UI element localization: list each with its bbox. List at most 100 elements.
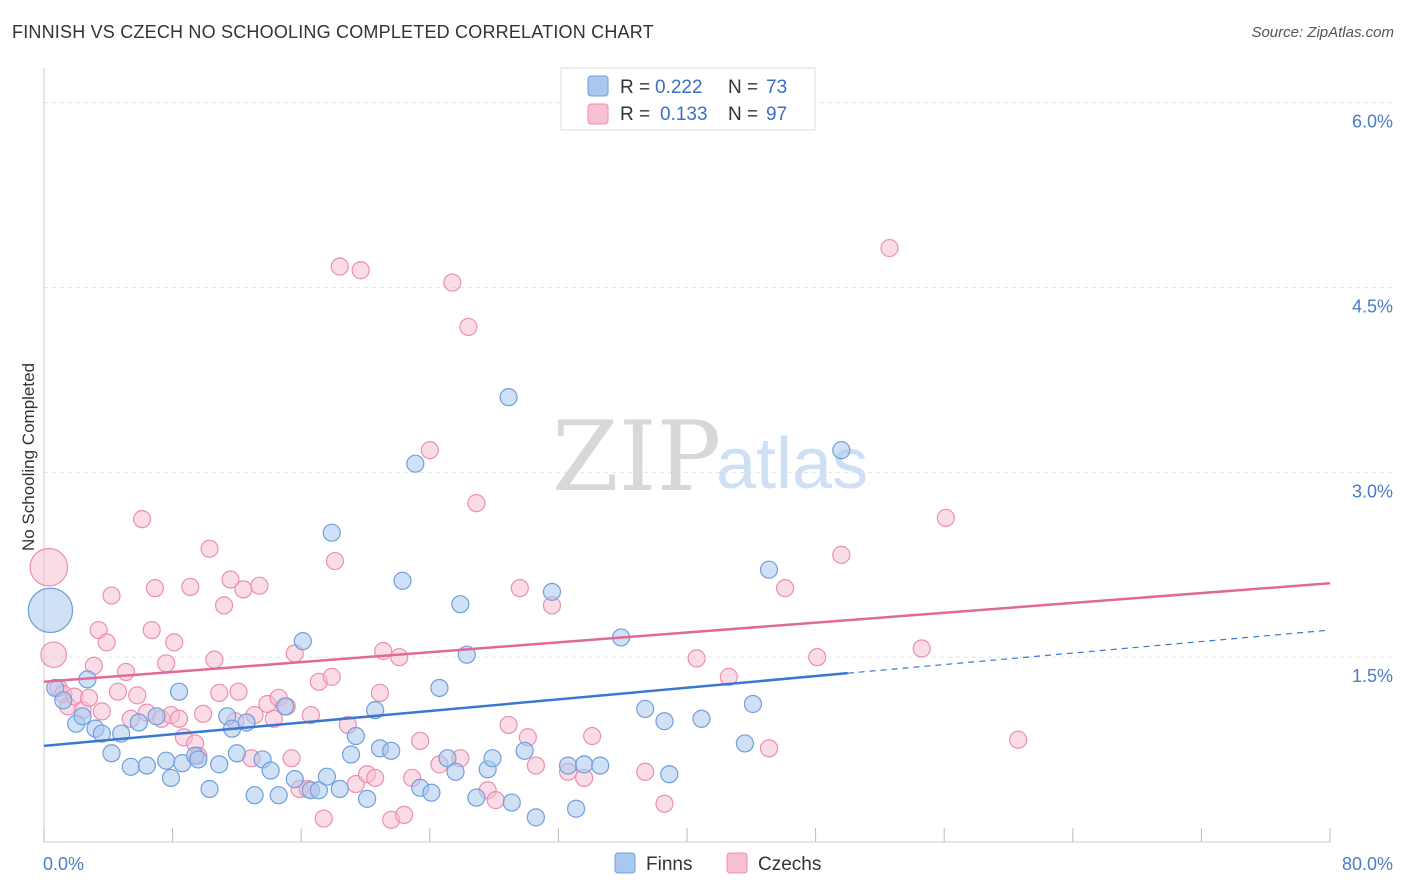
finns-point [137, 756, 156, 775]
finns-point [317, 767, 337, 786]
y-axis-label: No Schooling Completed [19, 363, 38, 551]
finns-point [102, 744, 121, 763]
czechs-point [194, 704, 213, 723]
czechs-point [583, 726, 602, 746]
finns-point [467, 788, 486, 807]
finns-point [422, 783, 441, 802]
czechs-point [97, 633, 116, 652]
czechs-point [351, 261, 370, 280]
czechs-point [912, 639, 931, 658]
finns-trend-line [43, 671, 848, 748]
czechs-point [40, 641, 67, 669]
finns-point [692, 709, 711, 728]
czechs-point [210, 683, 229, 702]
finns-point [189, 750, 208, 769]
czechs-point [128, 686, 147, 705]
czechs-point [264, 709, 283, 728]
finns-point [169, 682, 189, 701]
finns-point [309, 781, 328, 800]
finns-point [502, 793, 521, 812]
legend-bottom-finns-label: Finns [646, 854, 692, 875]
finns-point [261, 761, 280, 780]
czechs-points [29, 238, 1028, 829]
gridlines [44, 102, 1392, 658]
czechs-point [142, 620, 161, 640]
finns-point [483, 749, 502, 768]
finns-point [341, 745, 361, 764]
czechs-point [420, 441, 439, 460]
czechs-point [325, 551, 345, 571]
finns-point [655, 712, 674, 731]
finns-point [200, 779, 219, 799]
finns-point [54, 691, 73, 710]
czechs-point [229, 682, 248, 701]
y-tick-labels: 1.5% 3.0% 4.5% 6.0% [1352, 112, 1393, 687]
czechs-point [116, 662, 136, 682]
watermark-zip: ZIP [552, 401, 721, 513]
czechs-point [301, 705, 320, 725]
legend-czechs-n-label: N = [728, 104, 758, 125]
czechs-point [322, 667, 341, 686]
finns-point [129, 713, 148, 732]
czechs-point [411, 731, 430, 751]
czechs-point [394, 805, 414, 824]
legend-finns-r-label: R = [620, 77, 650, 98]
finns-point [446, 762, 465, 781]
czechs-point [205, 650, 224, 669]
czechs-point [221, 570, 240, 589]
legend-finns-n-label: N = [728, 77, 758, 98]
finns-point [591, 756, 610, 775]
czechs-point [314, 809, 333, 828]
czechs-point [655, 794, 674, 813]
finns-point [269, 786, 288, 805]
chart-title: FINNISH VS CZECH NO SCHOOLING COMPLETED … [12, 22, 654, 42]
finns-point [358, 789, 377, 808]
czechs-point [510, 579, 529, 598]
finns-point [293, 632, 312, 651]
finns-point [227, 744, 246, 763]
finns-point [382, 741, 401, 760]
finns-point [346, 726, 365, 746]
czechs-point [92, 702, 111, 721]
y-tick-label: 4.5% [1352, 296, 1393, 316]
finns-point [451, 595, 470, 614]
czechs-point [145, 579, 165, 598]
finns-point [438, 749, 457, 768]
y-tick-label: 6.0% [1352, 112, 1393, 132]
finns-point [27, 587, 74, 634]
legend-czechs-r-label: R = [620, 104, 650, 125]
finns-point [285, 770, 304, 789]
czechs-point [181, 577, 200, 597]
czechs-trend-line [43, 581, 1331, 684]
czechs-point [366, 768, 385, 788]
czechs-point [499, 715, 518, 735]
finns-point [566, 799, 586, 818]
finns-point [558, 756, 578, 775]
finns-point [660, 765, 679, 784]
finns-point [575, 755, 594, 774]
czechs-point [108, 682, 128, 701]
czechs-point [29, 547, 69, 587]
finns-point [406, 454, 425, 473]
czechs-point [936, 508, 955, 528]
finns-point [157, 751, 176, 770]
czechs-point [165, 633, 184, 652]
czechs-point [880, 238, 899, 258]
watermark-atlas: atlas [716, 424, 868, 504]
czechs-point [282, 749, 301, 768]
y-tick-label: 1.5% [1352, 666, 1393, 686]
legend-finns-swatch [587, 75, 609, 97]
czechs-point [443, 273, 462, 292]
legend-bottom-czechs-label: Czechs [758, 854, 821, 875]
legend-finns-r-value: 0.222 [655, 77, 703, 98]
czechs-point [459, 317, 478, 337]
finns-point [430, 678, 449, 698]
czechs-point [102, 586, 121, 605]
czechs-point [390, 648, 409, 667]
y-tick-label: 3.0% [1352, 481, 1393, 501]
czechs-point [526, 756, 545, 775]
x-tick-label-max: 80.0% [1342, 854, 1393, 874]
czechs-point [486, 791, 505, 810]
trend-lines [43, 581, 1331, 748]
finns-point [759, 560, 779, 579]
